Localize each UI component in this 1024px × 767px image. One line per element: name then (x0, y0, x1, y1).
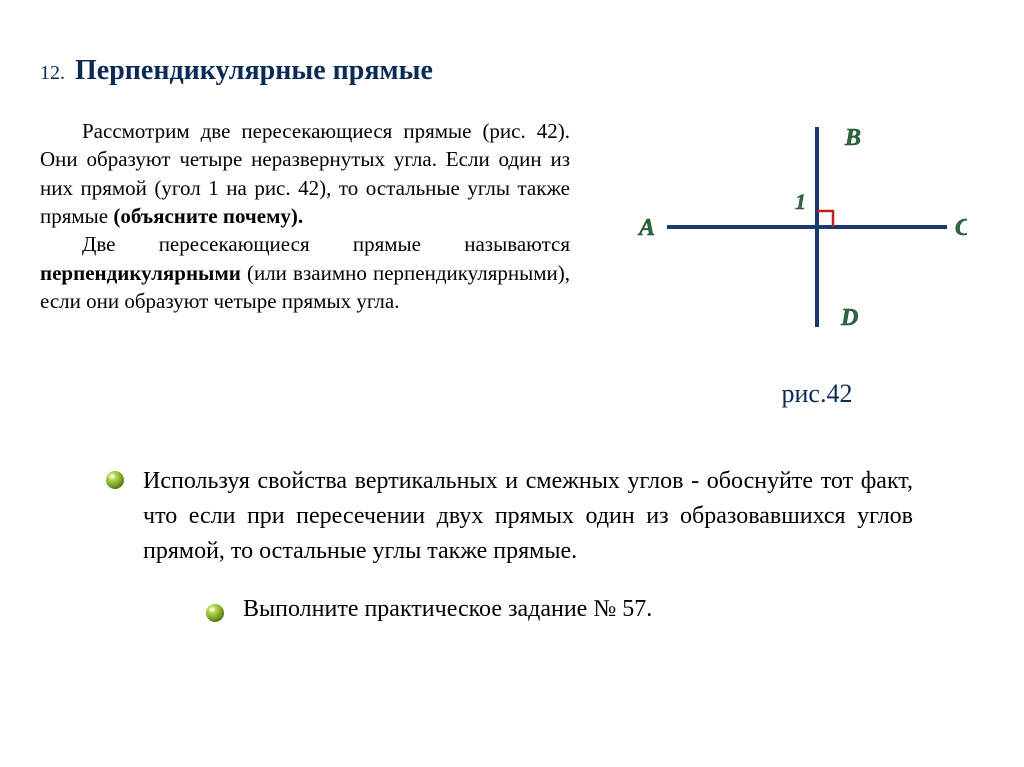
diagram-column: A B C D 1 рис.42 (590, 117, 984, 409)
paragraph-1: Рассмотрим две пересекающиеся прямые (ри… (40, 117, 570, 230)
section-title-text: Перпендикулярные прямые (75, 55, 433, 86)
label-angle-1: 1 (795, 189, 806, 214)
label-D: D (840, 305, 858, 331)
bullet-item-1: Используя свойства вертикальных и смежны… (105, 464, 984, 568)
section-number: 12. (40, 62, 65, 84)
bullet-1-text: Используя свойства вертикальных и смежны… (143, 464, 913, 568)
label-C: C (955, 215, 967, 241)
diagram-caption: рис.42 (782, 379, 853, 409)
section-title: 12. Перпендикулярные прямые (40, 55, 984, 87)
paragraph-2: Две пересекающиеся прямые назы­ваются пе… (40, 230, 570, 315)
p2-before: Две пересекающиеся прямые назы­ваются (82, 232, 570, 256)
p1-bold: (объясните почему). (113, 204, 303, 228)
content-row: Рассмотрим две пересекающиеся прямые (ри… (40, 117, 984, 409)
body-text: Рассмотрим две пересекающиеся прямые (ри… (40, 117, 570, 409)
label-A: A (637, 215, 655, 241)
bullet-item-2: Выполните практическое задание № 57. (205, 596, 984, 623)
bullet-icon (105, 470, 125, 490)
right-angle-mark (817, 211, 833, 227)
bullet-icon (205, 603, 225, 623)
bullet-2-text: Выполните практическое задание № 57. (243, 596, 652, 623)
p2-bold: перпендикулярными (40, 261, 241, 285)
label-B: B (844, 125, 861, 151)
diagram-svg: A B C D 1 (627, 117, 967, 357)
perpendicular-diagram: A B C D 1 (627, 117, 967, 357)
